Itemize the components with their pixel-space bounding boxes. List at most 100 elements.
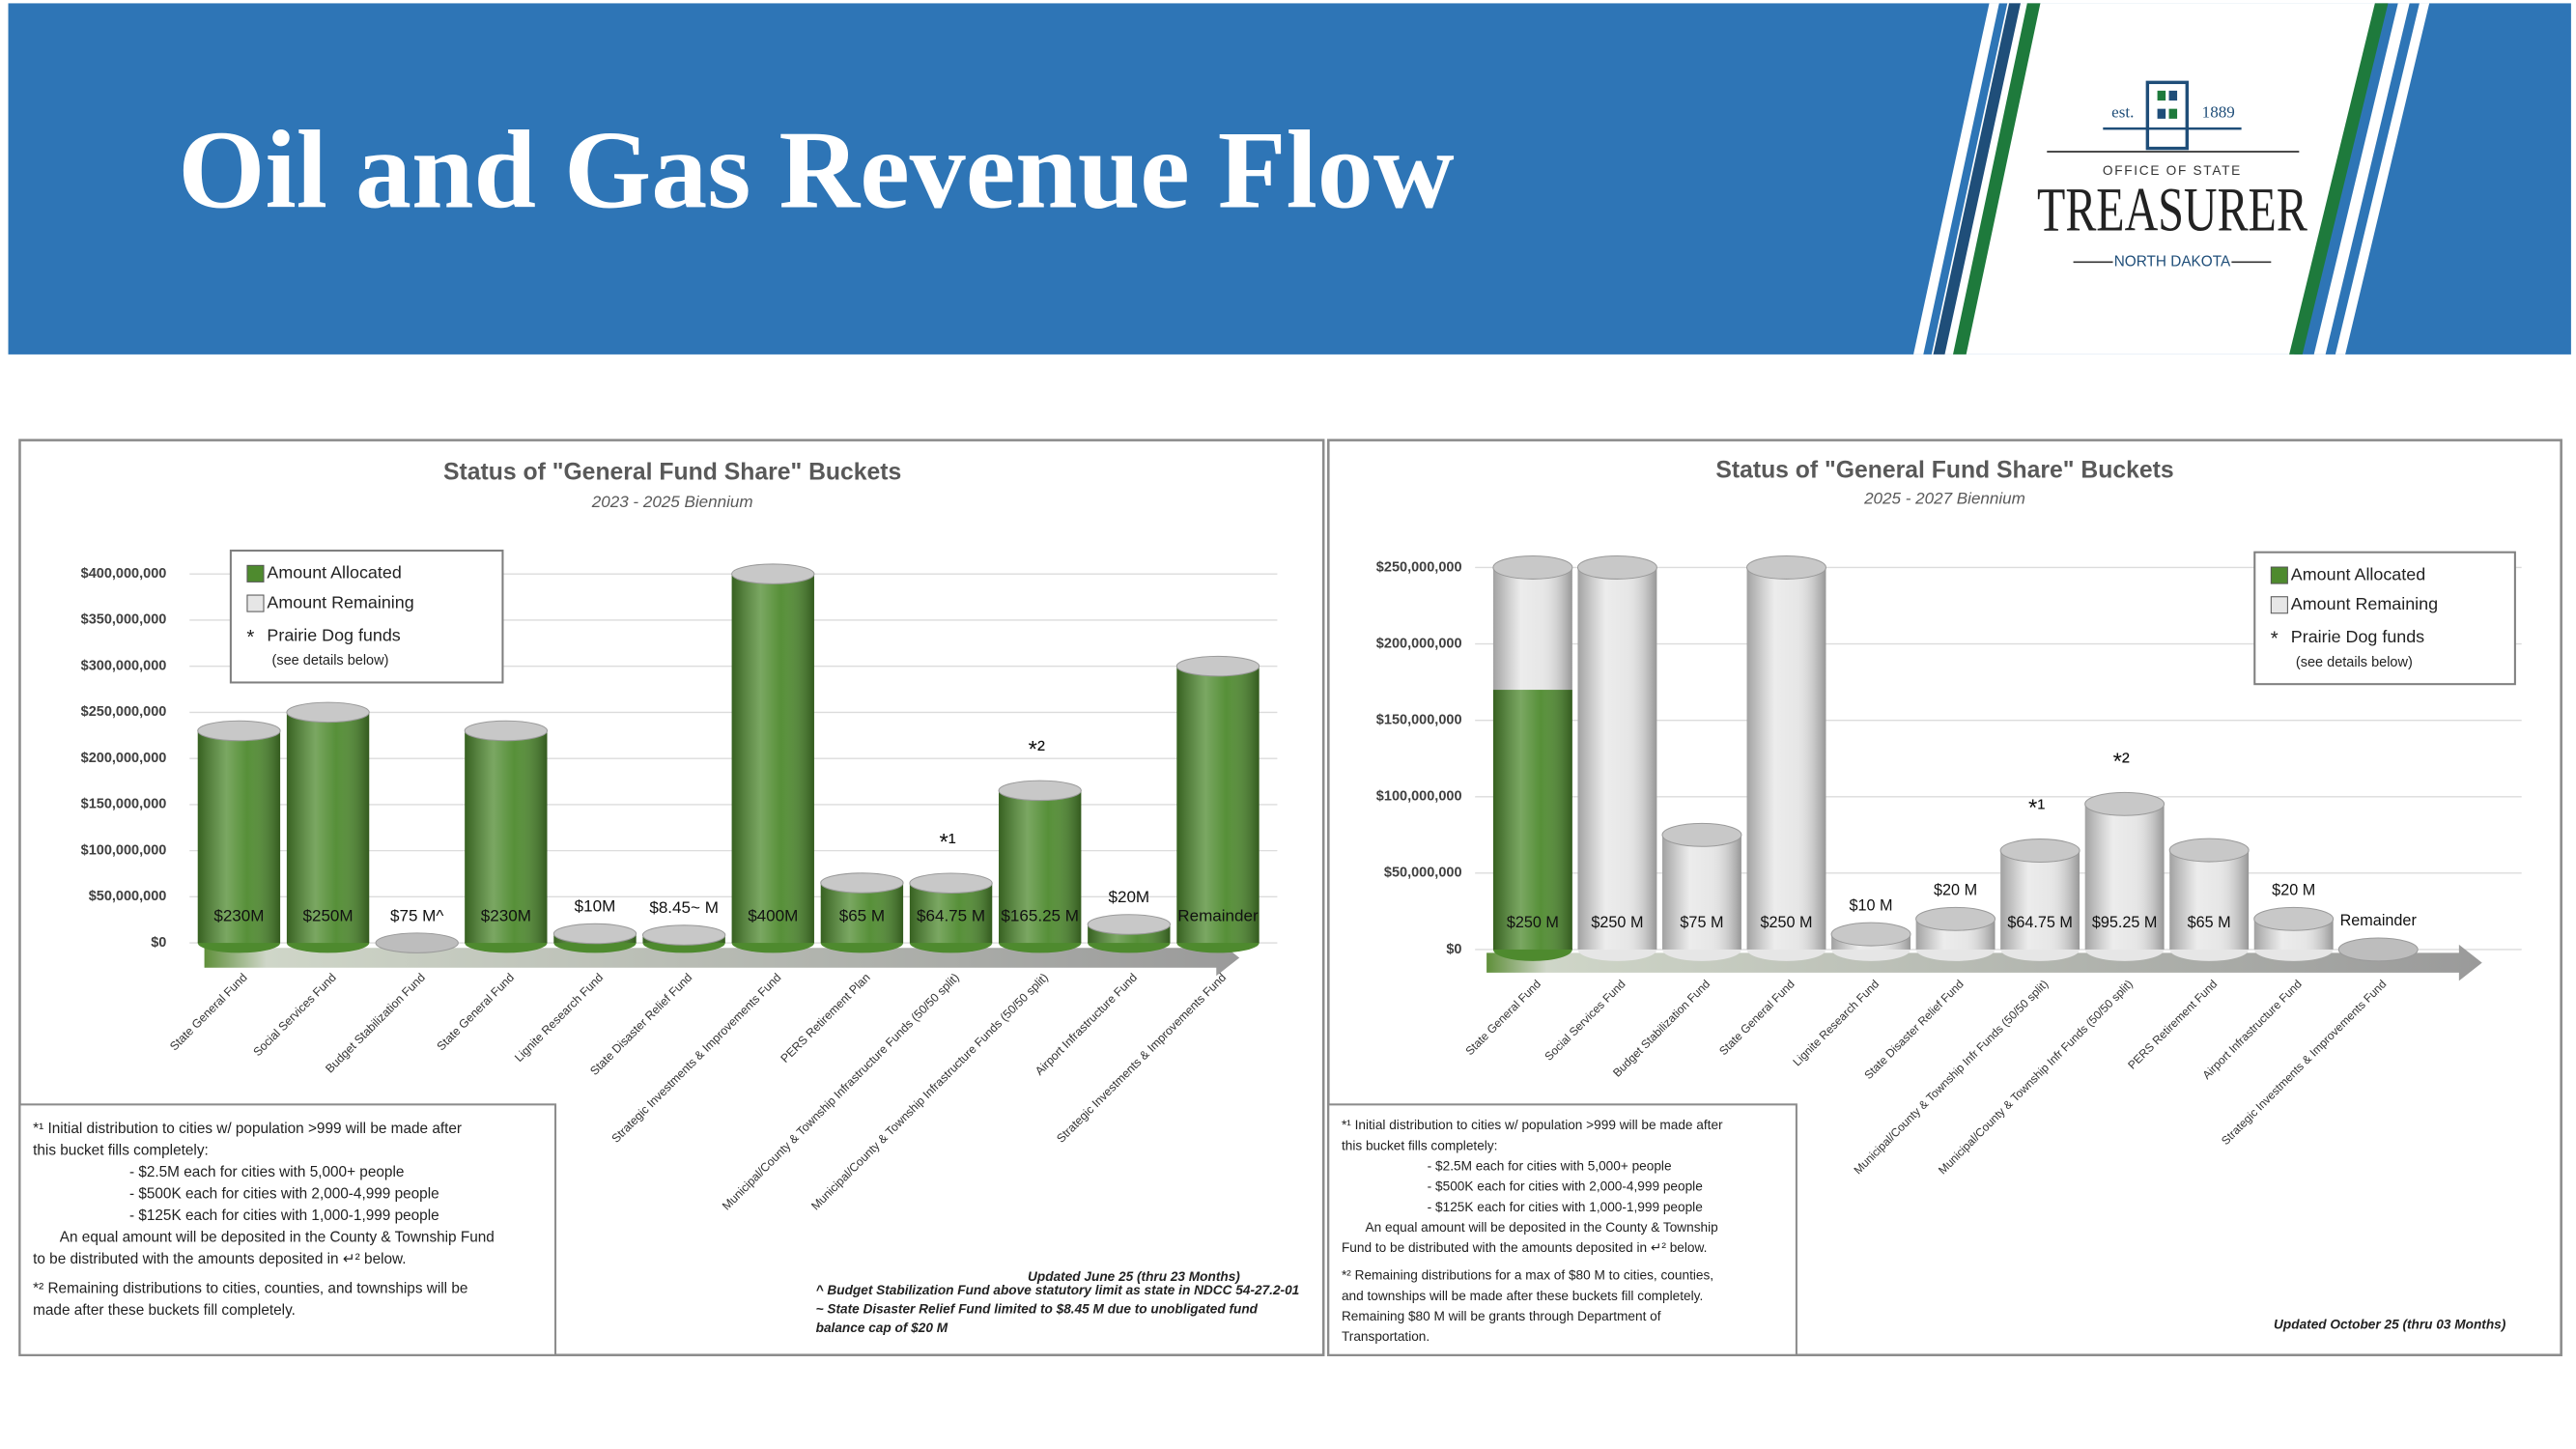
chart-subtitle: 2023 - 2025 Biennium xyxy=(591,493,753,511)
bar-shade xyxy=(1176,666,1260,944)
y-tick-label: $200,000,000 xyxy=(81,751,167,766)
bar-cap xyxy=(1999,838,2081,863)
chart-note: ~ State Disaster Relief Fund limited to … xyxy=(816,1301,1259,1316)
bar-cap xyxy=(1576,555,1657,580)
chart-panel: Status of "General Fund Share" Buckets 20… xyxy=(18,439,1325,1357)
bar-shade xyxy=(731,574,814,944)
footnote-line: - $125K each for cities with 1,000-1,999… xyxy=(1428,1200,1703,1214)
prairie-dog-marker: *¹ xyxy=(940,830,956,856)
stripe xyxy=(1913,3,1999,355)
footnote-line: - $125K each for cities with 1,000-1,999… xyxy=(129,1208,439,1224)
bucket-label: $250 M xyxy=(1591,914,1643,931)
bar-shade xyxy=(286,712,370,944)
bucket-label: $230M xyxy=(481,906,531,924)
legend-box xyxy=(229,549,504,684)
bucket-label: $250M xyxy=(302,906,353,924)
bar-cap xyxy=(2084,791,2166,816)
legend-marker: * xyxy=(246,626,254,648)
legend-note: (see details below) xyxy=(2296,655,2413,670)
bar-cap xyxy=(1492,555,1573,580)
y-tick-label: $250,000,000 xyxy=(81,704,167,720)
bar-cap xyxy=(641,924,726,946)
prairie-dog-marker: *² xyxy=(1029,737,1045,763)
stripe xyxy=(2335,3,2430,355)
bar-cap xyxy=(998,780,1082,802)
bucket-label: $165.25 M xyxy=(1001,906,1079,924)
bucket-label: $65 M xyxy=(839,906,885,924)
bucket-label: $250 M xyxy=(1507,914,1559,931)
bar-cap xyxy=(552,923,637,945)
footnote-line: - $500K each for cities with 2,000-4,999… xyxy=(1428,1179,1703,1194)
stripe xyxy=(2289,3,2389,355)
footnote-line: - $2.5M each for cities with 5,000+ peop… xyxy=(129,1164,404,1180)
legend-label: Prairie Dog funds xyxy=(2291,627,2424,646)
footnote-line: *¹ Initial distribution to cities w/ pop… xyxy=(1342,1118,1723,1132)
footnote-line: and townships will be made after these b… xyxy=(1342,1289,1703,1303)
y-tick-label: $100,000,000 xyxy=(1376,789,1462,805)
legend-label: Amount Allocated xyxy=(2291,564,2425,583)
y-tick-label: $250,000,000 xyxy=(1376,559,1462,575)
bucket-label: $20M xyxy=(1109,888,1150,906)
y-tick-label: $350,000,000 xyxy=(81,612,167,628)
y-tick-label: $300,000,000 xyxy=(81,658,167,673)
logo-office: OFFICE OF STATE xyxy=(2103,163,2242,178)
logo-window xyxy=(2157,90,2166,101)
footnote-line: Remaining $80 M will be grants through D… xyxy=(1342,1309,1661,1323)
bucket-label: $65 M xyxy=(2188,914,2231,931)
footnote-line: *² Remaining distributions to cities, co… xyxy=(33,1281,467,1297)
bar-cap xyxy=(286,701,370,724)
bar-cap xyxy=(909,872,993,895)
footnote-line: this bucket fills completely: xyxy=(33,1143,209,1159)
y-tick-label: $150,000,000 xyxy=(81,797,167,812)
bar-shade xyxy=(197,730,281,944)
bar-cap xyxy=(2337,937,2419,962)
bucket-label: $75 M^ xyxy=(390,906,443,924)
legend-label: Amount Remaining xyxy=(267,592,413,611)
footnote-line: - $500K each for cities with 2,000-4,999… xyxy=(129,1186,439,1203)
footnote-line: - $2.5M each for cities with 5,000+ peop… xyxy=(1428,1158,1672,1173)
chart-title: Status of "General Fund Share" Buckets xyxy=(1715,458,2173,484)
chart-note: ^ Budget Stabilization Fund above statut… xyxy=(816,1283,1300,1297)
y-tick-label: $200,000,000 xyxy=(1376,636,1462,651)
footnote-line: this bucket fills completely: xyxy=(1342,1138,1497,1152)
legend-label: Prairie Dog funds xyxy=(267,625,400,644)
bucket-label: $8.45~ M xyxy=(649,898,719,917)
logo-name: TREASURER xyxy=(2037,175,2307,244)
updated-note: Updated June 25 (thru 23 Months) xyxy=(1028,1269,1240,1284)
bar-cap xyxy=(1661,822,1742,847)
bar-cap xyxy=(1915,906,1996,931)
stripe xyxy=(1953,3,2041,355)
y-tick-label: $50,000,000 xyxy=(89,889,167,904)
bar-cap xyxy=(2168,838,2250,863)
legend-swatch xyxy=(246,564,265,582)
bar-shade xyxy=(1746,567,1826,950)
chart-subtitle: 2025 - 2027 Biennium xyxy=(1863,490,2025,508)
page-title: Oil and Gas Revenue Flow xyxy=(178,108,1455,232)
bar-cap xyxy=(1746,555,1826,580)
bucket-label: Remainder xyxy=(1177,906,1259,924)
footnote-line: An equal amount will be deposited in the… xyxy=(1366,1220,1719,1235)
logo-panel xyxy=(1931,3,2382,355)
bucket-label: $400M xyxy=(748,906,798,924)
bucket-label: $230M xyxy=(213,906,264,924)
bar-shade xyxy=(2169,850,2250,950)
bucket-label: $75 M xyxy=(1680,914,1723,931)
bar-cap xyxy=(2253,906,2335,931)
logo-window xyxy=(2168,90,2178,101)
y-tick-label: $0 xyxy=(1446,942,1461,957)
logo-window xyxy=(2157,108,2166,119)
chart-title: Status of "General Fund Share" Buckets xyxy=(443,459,901,485)
bucket-label: $95.25 M xyxy=(2092,914,2158,931)
bar-shade xyxy=(2000,850,2081,950)
bar-cap xyxy=(464,720,549,742)
y-tick-label: $0 xyxy=(151,935,166,951)
legend-marker: * xyxy=(2271,628,2279,650)
bar-shade xyxy=(1492,567,1572,691)
bucket-label: $64.75 M xyxy=(2007,914,2073,931)
bar-cap xyxy=(731,563,815,584)
legend-swatch xyxy=(246,594,265,612)
bar-shade xyxy=(1662,835,1741,950)
footnote-line: Transportation. xyxy=(1342,1329,1430,1344)
